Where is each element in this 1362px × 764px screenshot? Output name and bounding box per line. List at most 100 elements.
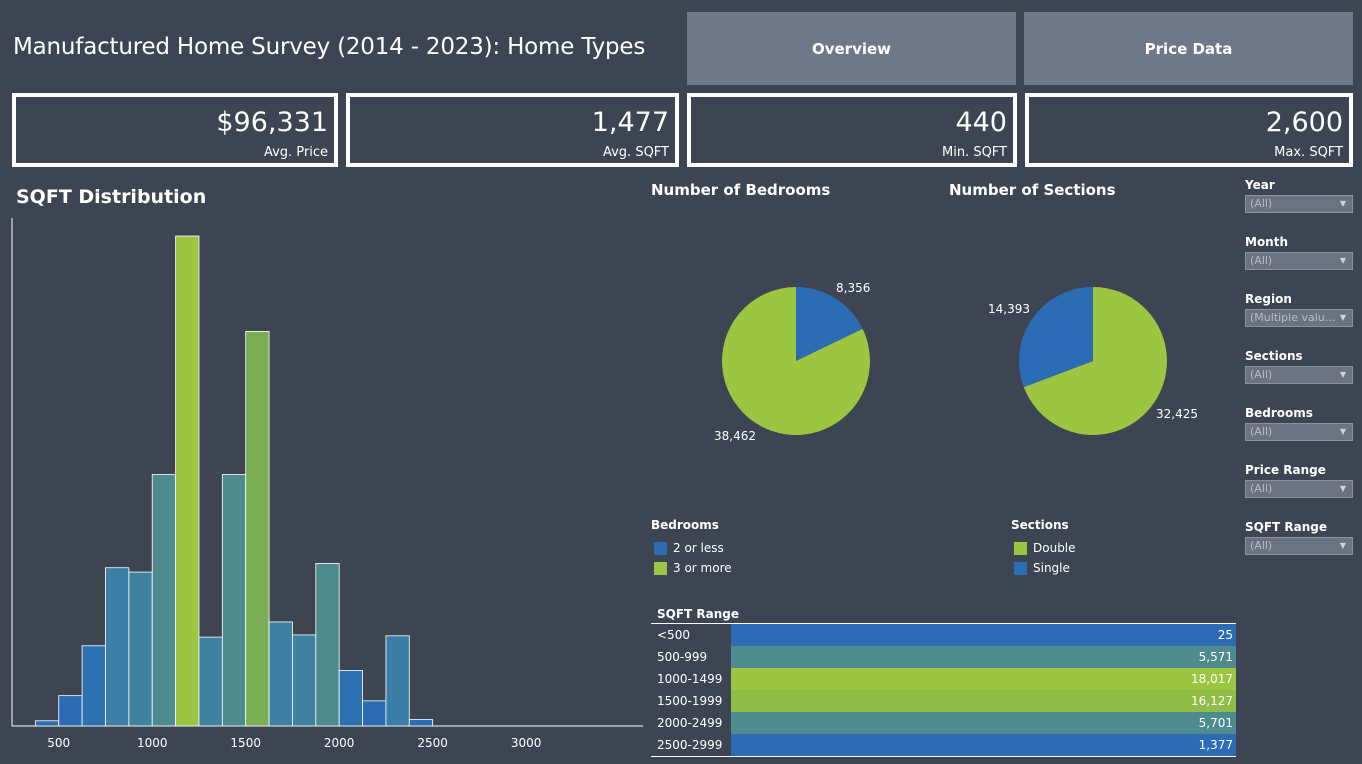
kpi-avg-sqft: 1,477 Avg. SQFT	[346, 93, 679, 167]
kpi-value: 2,600	[1265, 107, 1343, 138]
pie-slice[interactable]	[1019, 287, 1093, 388]
x-tick-label: 500	[47, 736, 70, 750]
table-row-label: 500-999	[657, 650, 707, 664]
chevron-down-icon: ▼	[1339, 313, 1346, 322]
year-dropdown[interactable]: (All) ▼	[1245, 195, 1353, 213]
chevron-down-icon: ▼	[1339, 370, 1346, 379]
histogram-bar[interactable]	[175, 235, 200, 727]
filter-label: Month	[1245, 235, 1289, 249]
table-cell[interactable]	[731, 690, 1236, 712]
histogram-bar[interactable]	[128, 571, 153, 727]
filter-label: SQFT Range	[1245, 520, 1328, 534]
table-cell[interactable]	[731, 646, 1236, 668]
legend-label: Double	[1033, 541, 1076, 555]
pie-value-label: 32,425	[1156, 407, 1198, 421]
legend-item[interactable]: Double	[1011, 538, 1076, 558]
bedrooms-legend: Bedrooms 2 or less 3 or more	[651, 518, 732, 578]
dropdown-value: (All)	[1250, 482, 1273, 495]
sqft-range-table: <500 25 500-999 5,571 1000-1499 18,017 1500-19…	[651, 623, 1236, 757]
chevron-down-icon: ▼	[1339, 199, 1346, 208]
pie-value-label: 38,462	[714, 429, 756, 443]
pie-value-label: 14,393	[988, 302, 1030, 316]
pie-slice[interactable]	[1023, 287, 1167, 435]
histogram-bar[interactable]	[34, 720, 60, 727]
histogram-bar[interactable]	[292, 634, 317, 727]
region-dropdown[interactable]: (Multiple valu... ▼	[1245, 309, 1353, 327]
table-cell[interactable]	[731, 668, 1236, 690]
dropdown-value: (All)	[1250, 368, 1273, 381]
histogram-bar[interactable]	[408, 719, 434, 727]
pie-value-label: 8,356	[836, 281, 870, 295]
legend-title: Sections	[1011, 518, 1069, 532]
bedrooms-dropdown[interactable]: (All) ▼	[1245, 423, 1353, 441]
kpi-value: 1,477	[591, 107, 669, 138]
histogram-bar[interactable]	[221, 474, 247, 727]
bedrooms-pie: 8,356 38,462	[714, 281, 870, 443]
histogram-bar[interactable]	[385, 635, 410, 727]
table-cell[interactable]	[731, 734, 1236, 756]
filter-price-range: Price Range (All) ▼	[1245, 463, 1353, 498]
legend-swatch	[1014, 541, 1027, 555]
filter-bedrooms: Bedrooms (All) ▼	[1245, 406, 1353, 441]
price-data-button[interactable]: Price Data	[1024, 12, 1353, 85]
sqft-histogram: 500 1000 1500 2000 2500 3000	[11, 218, 643, 750]
kpi-min-sqft: 440 Min. SQFT	[687, 93, 1017, 167]
histogram-bar[interactable]	[151, 474, 176, 727]
chevron-down-icon: ▼	[1339, 427, 1346, 436]
sections-legend: Sections Double Single	[1011, 518, 1076, 578]
table-cell-value: 18,017	[1191, 672, 1233, 686]
histogram-bar[interactable]	[81, 645, 106, 727]
histogram-bar[interactable]	[315, 562, 340, 727]
dropdown-value: (All)	[1250, 197, 1273, 210]
table-cell[interactable]	[731, 712, 1236, 734]
dropdown-value: (All)	[1250, 539, 1273, 552]
kpi-value: 440	[955, 107, 1007, 138]
filter-month: Month (All) ▼	[1245, 235, 1353, 270]
chevron-down-icon: ▼	[1339, 541, 1346, 550]
x-tick-label: 1000	[137, 736, 168, 750]
table-cell[interactable]	[731, 624, 1236, 646]
dropdown-value: (All)	[1250, 425, 1273, 438]
kpi-value: $96,331	[216, 107, 328, 138]
filter-label: Sections	[1245, 349, 1303, 363]
chevron-down-icon: ▼	[1339, 256, 1346, 265]
histogram-bar[interactable]	[338, 670, 363, 727]
table-cell-value: 16,127	[1191, 694, 1233, 708]
page-title: Manufactured Home Survey (2014 - 2023): …	[13, 34, 646, 60]
histogram-bar[interactable]	[58, 695, 83, 727]
legend-label: 3 or more	[673, 561, 732, 575]
table-cell-value: 5,701	[1199, 716, 1233, 730]
histogram-bar[interactable]	[105, 567, 130, 727]
pie-slice[interactable]	[796, 287, 863, 361]
dropdown-value: (Multiple valu...	[1250, 311, 1336, 324]
legend-item[interactable]: 3 or more	[651, 558, 732, 578]
legend-swatch	[1014, 561, 1027, 575]
table-cell-value: 25	[1218, 628, 1233, 642]
filter-year: Year (All) ▼	[1245, 178, 1353, 213]
histogram-bar[interactable]	[198, 636, 223, 727]
chevron-down-icon: ▼	[1339, 484, 1346, 493]
sections-dropdown[interactable]: (All) ▼	[1245, 366, 1353, 384]
table-row-label: 1000-1499	[657, 672, 722, 686]
legend-item[interactable]: 2 or less	[651, 538, 732, 558]
table-cell-value: 1,377	[1199, 738, 1233, 752]
overview-button[interactable]: Overview	[687, 12, 1016, 85]
legend-swatch	[654, 561, 667, 575]
pie-slice[interactable]	[722, 287, 870, 435]
histogram-bar[interactable]	[268, 621, 293, 727]
x-tick-label: 2500	[417, 736, 448, 750]
price-range-dropdown[interactable]: (All) ▼	[1245, 480, 1353, 498]
table-row-label: 1500-1999	[657, 694, 722, 708]
histogram-bar[interactable]	[362, 700, 387, 727]
table-row-label: <500	[657, 628, 690, 642]
x-tick-label: 3000	[511, 736, 542, 750]
month-dropdown[interactable]: (All) ▼	[1245, 252, 1353, 270]
histogram-title: SQFT Distribution	[16, 186, 207, 208]
legend-item[interactable]: Single	[1011, 558, 1076, 578]
kpi-label: Min. SQFT	[941, 145, 1007, 160]
kpi-avg-price: $96,331 Avg. Price	[12, 93, 338, 167]
sqft-range-dropdown[interactable]: (All) ▼	[1245, 537, 1353, 555]
legend-label: 2 or less	[673, 541, 724, 555]
histogram-bar[interactable]	[245, 331, 270, 727]
filter-region: Region (Multiple valu... ▼	[1245, 292, 1353, 327]
